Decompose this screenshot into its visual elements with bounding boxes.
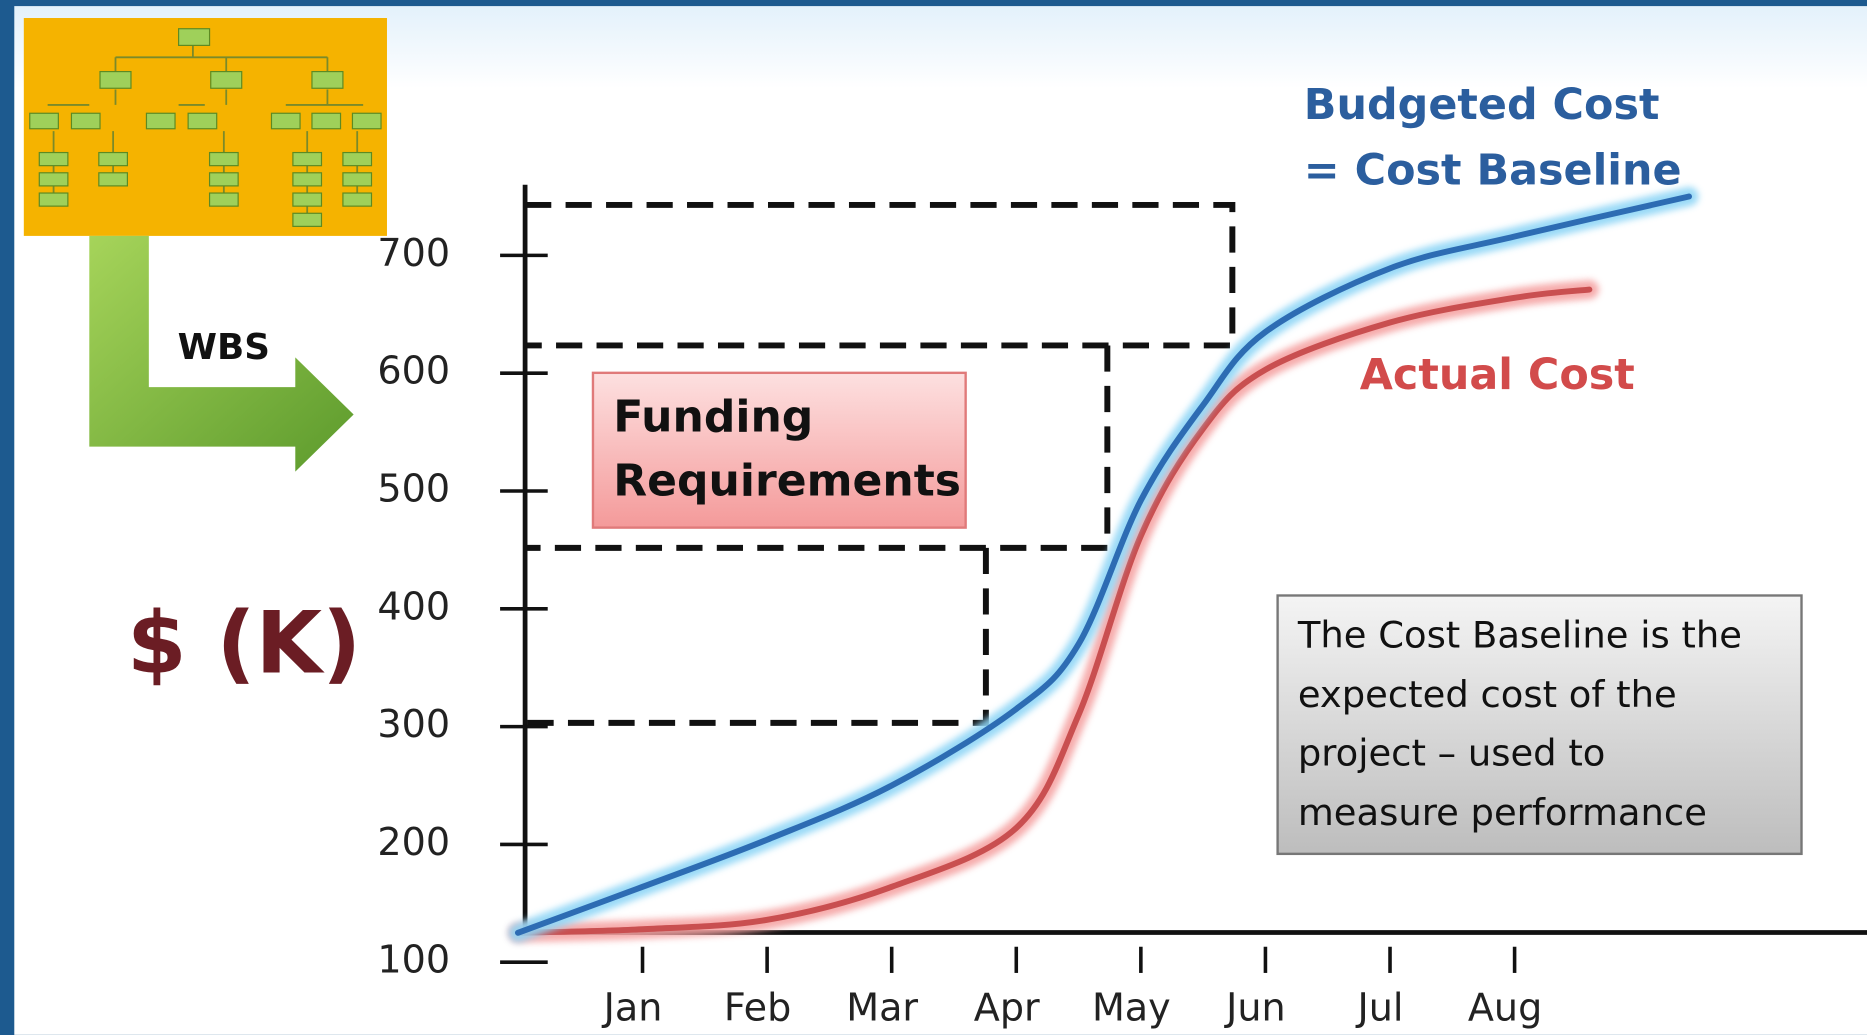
x-tick-label: Feb bbox=[724, 985, 791, 1029]
note-text: project – used to bbox=[1298, 732, 1606, 775]
note-text: The Cost Baseline is the bbox=[1297, 614, 1742, 657]
y-tick-label: 300 bbox=[377, 702, 450, 746]
y-axis-label: $ (K) bbox=[127, 594, 361, 694]
funding-box-text: Funding bbox=[613, 391, 813, 442]
x-tick-label: Aug bbox=[1468, 985, 1542, 1029]
note-text: expected cost of the bbox=[1298, 673, 1677, 716]
funding-box-text: Requirements bbox=[613, 456, 961, 507]
x-tick-label: Jan bbox=[602, 985, 663, 1029]
wbs-label: WBS bbox=[178, 327, 270, 368]
page: WBS $ (K) Funding Requirements The Cost … bbox=[0, 0, 1867, 1035]
y-tick-label: 600 bbox=[377, 349, 450, 393]
x-tick-label: May bbox=[1092, 985, 1171, 1029]
legend-label: = Cost Baseline bbox=[1304, 145, 1682, 195]
y-tick-label: 100 bbox=[377, 938, 450, 982]
wbs-diagram bbox=[24, 18, 387, 236]
x-tick-label: Apr bbox=[974, 985, 1040, 1029]
x-tick-label: Jul bbox=[1356, 985, 1404, 1029]
y-tick-label: 200 bbox=[377, 820, 450, 864]
y-tick-label: 700 bbox=[377, 231, 450, 275]
chart: WBS $ (K) Funding Requirements The Cost … bbox=[0, 0, 1867, 1035]
y-tick-label: 500 bbox=[377, 466, 450, 510]
legend-label: Budgeted Cost bbox=[1304, 80, 1660, 130]
legend-label: Actual Cost bbox=[1360, 350, 1635, 400]
y-tick-label: 400 bbox=[377, 584, 450, 628]
x-tick-label: Mar bbox=[846, 985, 918, 1029]
x-tick-label: Jun bbox=[1224, 985, 1286, 1029]
note-text: measure performance bbox=[1298, 791, 1707, 834]
